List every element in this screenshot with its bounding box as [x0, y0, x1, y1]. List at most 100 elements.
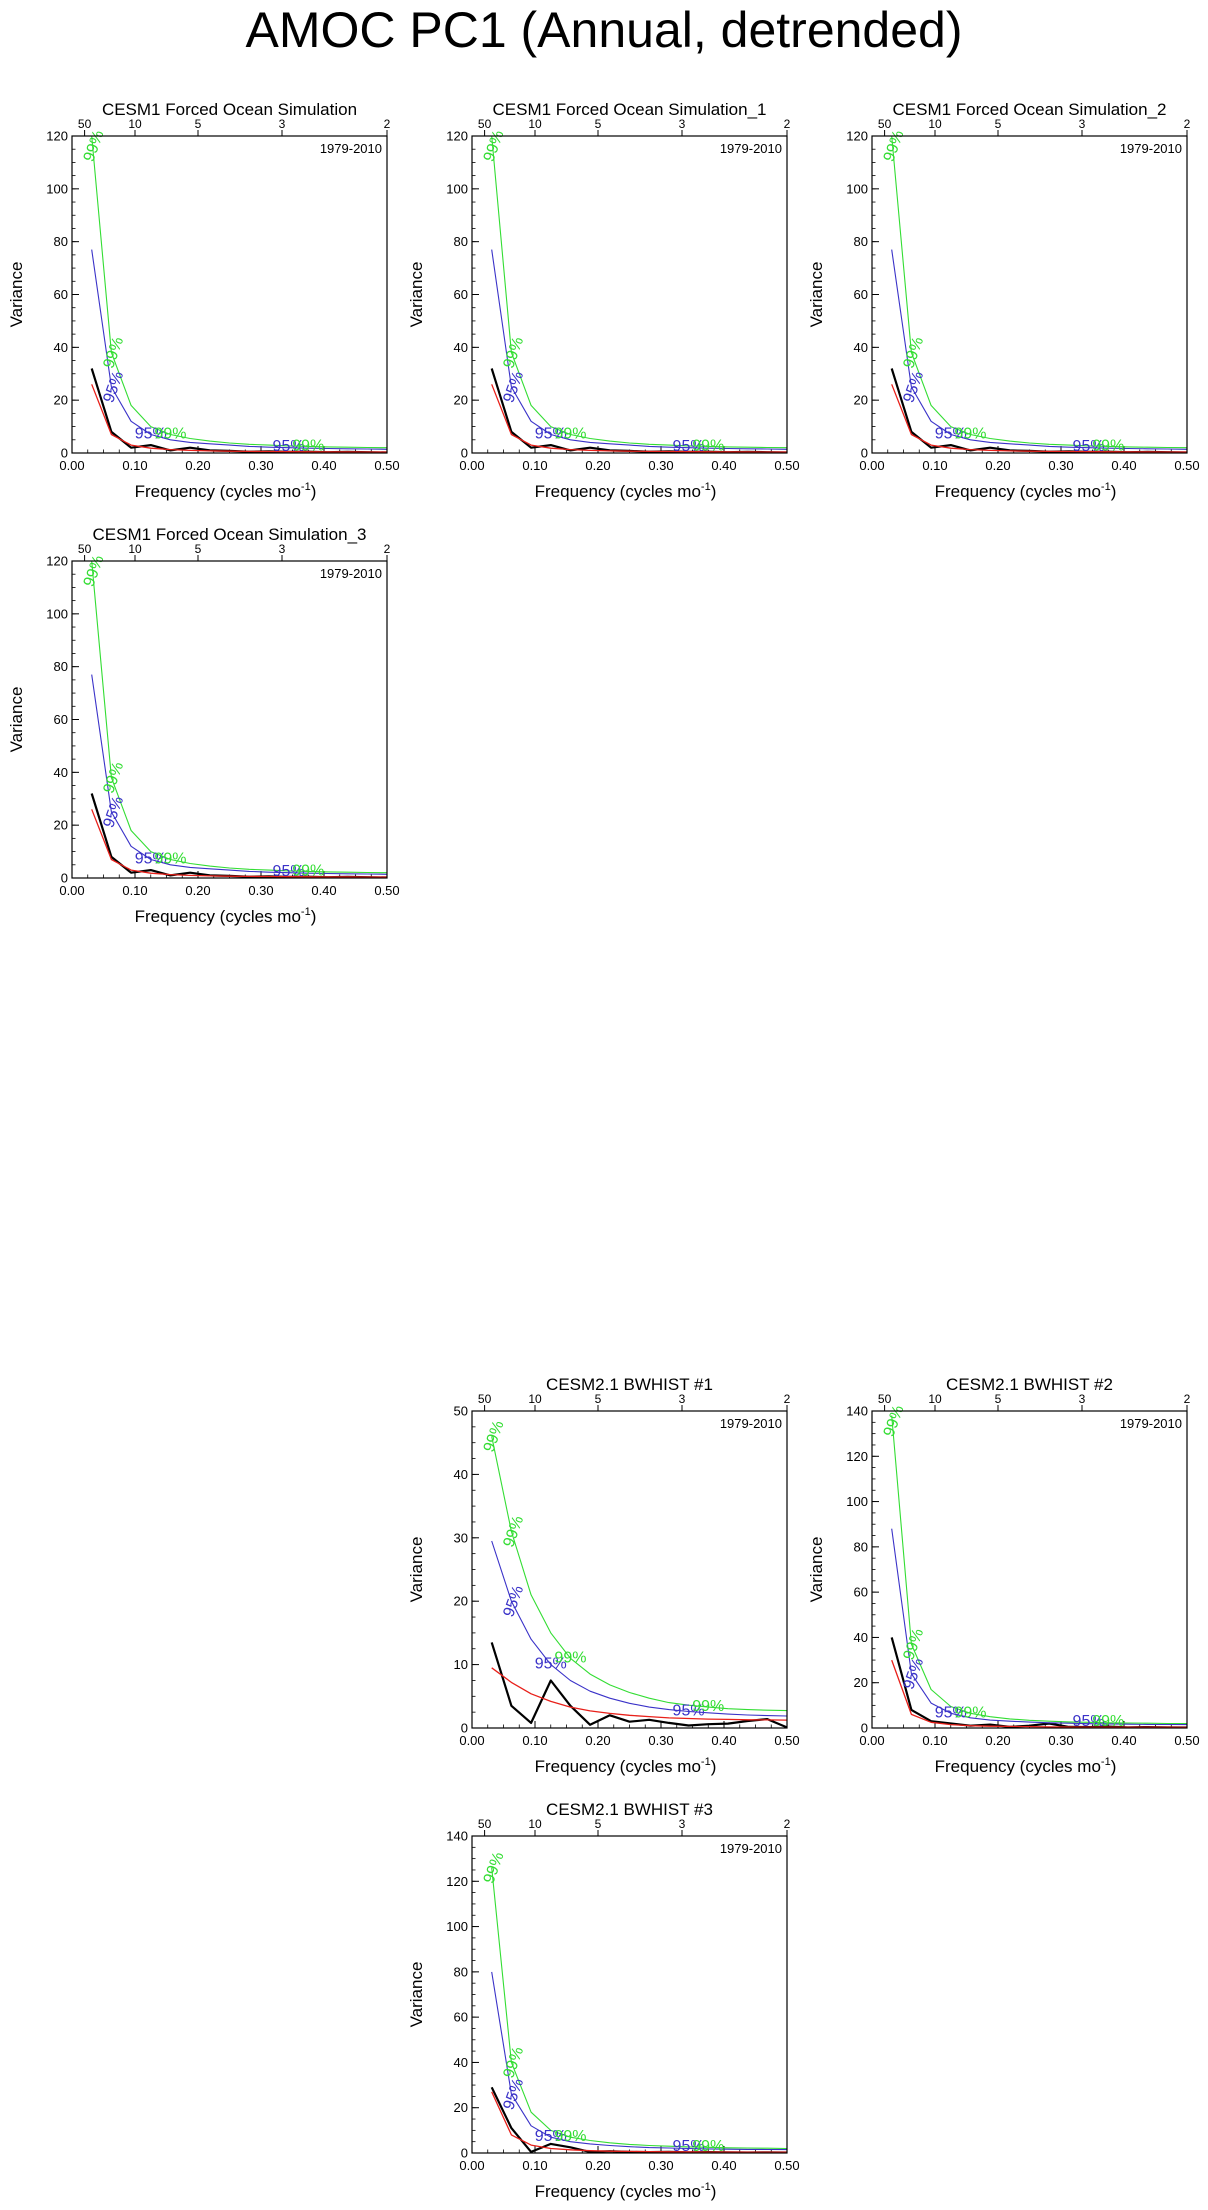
y-tick-label: 140: [446, 1829, 468, 1844]
plot-area: [490, 1867, 787, 2153]
y-tick-label: 60: [454, 287, 468, 302]
x-tick-label: 0.20: [585, 458, 610, 473]
y-tick-label: 80: [854, 234, 868, 249]
y-tick-label: 20: [854, 393, 868, 408]
period-label: 1979-2010: [720, 1841, 782, 1856]
red-noise-line: [91, 384, 387, 453]
ci95-label: 95%: [1073, 1713, 1105, 1730]
x-tick-label: 0.00: [59, 458, 84, 473]
ci99-label: 99%: [481, 1850, 508, 1886]
x-tick-label: 0.40: [311, 883, 336, 898]
red-noise-line: [891, 1659, 1187, 1728]
ci99-label: 99%: [954, 426, 986, 443]
ci99-label: 99%: [954, 1704, 986, 1721]
ci99-label: 99%: [292, 862, 324, 879]
plot-frame: [471, 135, 788, 454]
x-tick-label: 0.10: [522, 1733, 547, 1748]
x-tick-label: 0.50: [1174, 1733, 1199, 1748]
ci99-label: 99%: [554, 1649, 586, 1666]
period-label: 1979-2010: [320, 566, 382, 581]
top-tick-label: 2: [784, 1392, 791, 1406]
plot-area: [490, 136, 787, 453]
x-tick-label: 0.30: [648, 2158, 673, 2173]
top-tick-label: 2: [784, 1817, 791, 1831]
x-tick-label: 0.20: [585, 2158, 610, 2173]
y-tick-label: 40: [454, 1467, 468, 1482]
x-tick-label: 0.50: [774, 1733, 799, 1748]
x-tick-label: 0.10: [922, 458, 947, 473]
ci95-line: [491, 1540, 787, 1717]
ci95-label: 95%: [1073, 438, 1105, 455]
x-tick-label: 0.30: [248, 883, 273, 898]
chart-title: CESM1 Forced Ocean Simulation: [102, 100, 357, 119]
ci99-line: [891, 1415, 1187, 1725]
x-tick-label: 0.10: [522, 2158, 547, 2173]
ci99-label: 99%: [554, 426, 586, 443]
x-axis-label: Frequency (cycles mo-1): [135, 906, 317, 926]
y-tick-label: 0: [61, 446, 68, 461]
y-tick-label: 120: [846, 129, 868, 144]
y-tick-label: 80: [454, 234, 468, 249]
plot-frame: [71, 560, 388, 879]
y-tick-label: 100: [846, 181, 868, 196]
ci99-label: 99%: [1092, 437, 1124, 454]
top-tick-label: 10: [528, 1817, 542, 1831]
x-tick-label: 0.40: [711, 1733, 736, 1748]
ci99-label: 99%: [900, 1626, 927, 1662]
y-tick-label: 20: [54, 393, 68, 408]
period-label: 1979-2010: [320, 141, 382, 156]
y-tick-label: 0: [461, 2146, 468, 2161]
x-axis-label: Frequency (cycles mo-1): [935, 481, 1117, 501]
y-tick-label: 100: [446, 181, 468, 196]
plot-area: [490, 1436, 787, 1728]
ci99-line: [491, 1867, 787, 2150]
x-tick-label: 0.00: [459, 2158, 484, 2173]
red-noise-line: [491, 2091, 787, 2153]
x-tick-label: 0.00: [59, 883, 84, 898]
ci99-label: 99%: [481, 1419, 508, 1455]
x-tick-label: 0.30: [648, 1733, 673, 1748]
x-tick-label: 0.50: [374, 458, 399, 473]
x-tick-label: 0.40: [311, 458, 336, 473]
ci95-label: 95%: [500, 1583, 527, 1619]
top-tick-label: 5: [195, 542, 202, 556]
x-tick-label: 0.20: [185, 883, 210, 898]
top-tick-label: 5: [595, 117, 602, 131]
y-tick-label: 40: [54, 340, 68, 355]
top-tick-label: 50: [878, 117, 892, 131]
period-label: 1979-2010: [720, 1416, 782, 1431]
ci99-label: 99%: [1092, 1713, 1124, 1730]
top-tick-label: 50: [878, 1392, 892, 1406]
y-tick-label: 0: [861, 446, 868, 461]
ci95-line: [891, 1528, 1187, 1726]
x-tick-label: 0.30: [248, 458, 273, 473]
red-noise-line: [491, 1667, 787, 1721]
ci95-label: 95%: [100, 369, 127, 405]
x-tick-label: 0.30: [648, 458, 673, 473]
ci95-label: 95%: [500, 369, 527, 405]
ci95-label: 95%: [535, 1656, 567, 1673]
top-tick-label: 3: [1079, 1392, 1086, 1406]
top-tick-label: 5: [595, 1392, 602, 1406]
y-axis-label: Variance: [7, 687, 26, 753]
y-tick-label: 40: [854, 1630, 868, 1645]
y-tick-label: 20: [854, 1675, 868, 1690]
chart-title: CESM1 Forced Ocean Simulation_2: [892, 100, 1166, 119]
ci99-label: 99%: [292, 437, 324, 454]
y-axis-label: Variance: [407, 1962, 426, 2028]
spectrum-line: [490, 1642, 787, 1728]
ci95-line: [91, 249, 387, 450]
top-tick-label: 10: [528, 1392, 542, 1406]
page-title: AMOC PC1 (Annual, detrended): [245, 2, 963, 58]
y-tick-label: 120: [446, 129, 468, 144]
y-tick-label: 80: [454, 1964, 468, 1979]
ci95-label: 95%: [135, 426, 167, 443]
top-tick-label: 3: [679, 117, 686, 131]
y-tick-label: 20: [454, 393, 468, 408]
y-tick-label: 0: [61, 871, 68, 886]
ci99-label: 99%: [154, 851, 186, 868]
ci99-line: [491, 1436, 787, 1712]
top-tick-label: 10: [128, 117, 142, 131]
